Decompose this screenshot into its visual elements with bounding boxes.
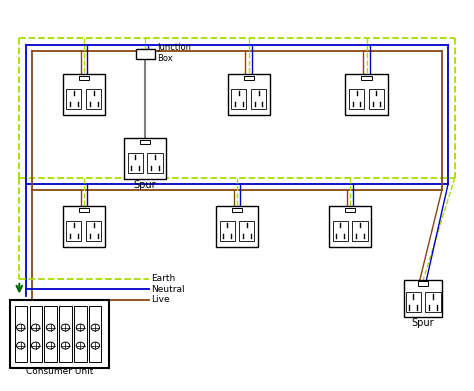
Bar <box>228 74 270 115</box>
Bar <box>63 74 105 115</box>
Bar <box>239 221 255 241</box>
Bar <box>244 76 254 80</box>
Bar <box>79 76 89 80</box>
Text: Live: Live <box>151 295 170 304</box>
Bar <box>63 206 105 247</box>
Bar <box>147 152 163 173</box>
Bar <box>426 292 440 312</box>
Text: Neutral: Neutral <box>151 285 185 294</box>
Bar <box>140 140 150 144</box>
Bar <box>251 88 266 109</box>
Bar <box>45 306 57 362</box>
Bar <box>86 88 101 109</box>
Bar <box>346 74 388 115</box>
Bar <box>231 88 246 109</box>
Bar <box>136 49 155 59</box>
Bar <box>329 206 371 247</box>
Bar <box>369 88 384 109</box>
Bar <box>66 221 82 241</box>
Bar <box>79 208 89 212</box>
Bar <box>361 76 372 80</box>
Bar <box>124 138 166 179</box>
Bar <box>29 306 42 362</box>
Bar <box>128 152 143 173</box>
Bar <box>418 282 428 286</box>
Bar <box>232 208 242 212</box>
Bar <box>15 306 27 362</box>
Text: Spur: Spur <box>412 317 435 328</box>
Text: Earth: Earth <box>151 274 175 283</box>
Bar <box>74 306 87 362</box>
Bar <box>86 221 101 241</box>
Bar <box>349 88 364 109</box>
Bar <box>10 300 109 368</box>
Bar <box>66 88 82 109</box>
Text: Spur: Spur <box>134 180 156 190</box>
Bar <box>333 221 348 241</box>
Bar <box>89 306 101 362</box>
Bar <box>345 208 356 212</box>
Bar <box>59 306 72 362</box>
Text: Consumer Unit: Consumer Unit <box>26 367 93 376</box>
Text: Junction
Box: Junction Box <box>157 43 191 63</box>
Bar <box>216 206 258 247</box>
Bar <box>353 221 367 241</box>
Bar <box>219 221 235 241</box>
Bar <box>404 280 442 317</box>
Bar <box>406 292 421 312</box>
